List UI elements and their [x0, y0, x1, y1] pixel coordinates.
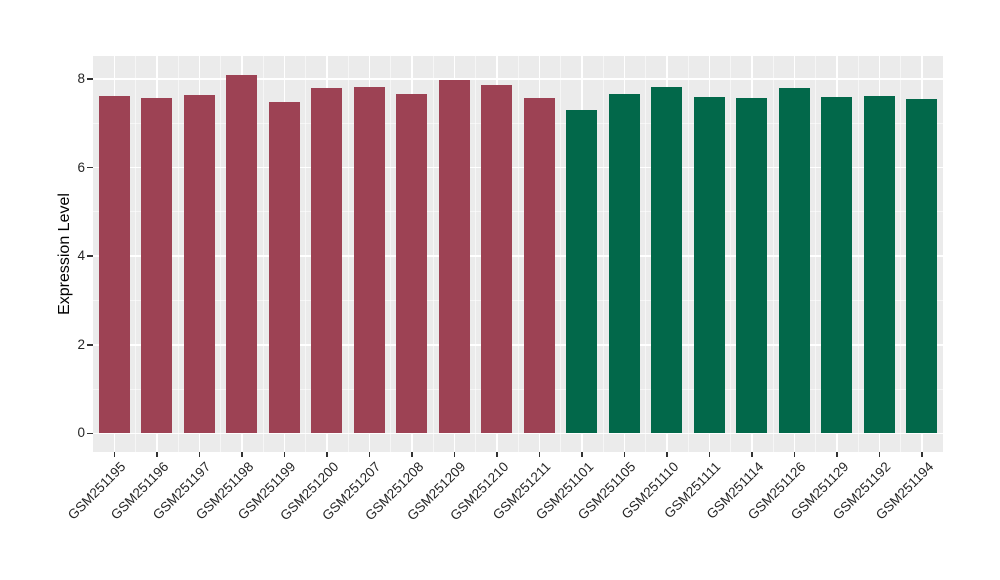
y-tick-label: 2 [77, 336, 85, 352]
x-tick-mark [241, 452, 243, 457]
x-tick-mark [793, 452, 795, 457]
plot-panel [93, 56, 943, 452]
bar-GSM251200 [311, 88, 343, 434]
gridline-minor-v [687, 56, 689, 452]
bar-GSM251199 [268, 102, 300, 434]
x-tick-mark [623, 452, 625, 457]
gridline-minor-v [220, 56, 221, 452]
gridline-minor-v [602, 56, 604, 452]
gridline-minor-v [347, 56, 349, 452]
y-tick-label: 8 [77, 71, 85, 87]
x-tick-mark [538, 452, 540, 457]
y-tick-mark [87, 166, 93, 169]
bar-GSM251209 [438, 79, 470, 434]
bar-GSM251105 [608, 94, 640, 434]
x-tick-mark [581, 452, 583, 457]
gridline-minor-v [730, 56, 731, 452]
bar-GSM251101 [566, 109, 598, 434]
x-tick-mark [113, 452, 115, 457]
bar-GSM251196 [141, 97, 173, 434]
y-tick-mark [87, 255, 93, 257]
gridline-minor-v [177, 56, 179, 452]
gridline-minor-v [262, 56, 264, 452]
y-tick-label: 0 [77, 425, 85, 441]
x-tick-mark [708, 452, 710, 457]
bar-GSM251208 [396, 94, 428, 434]
y-tick-label: 4 [77, 248, 85, 264]
y-tick-label: 6 [77, 159, 85, 175]
gridline-minor-v [135, 56, 136, 452]
x-tick-mark [283, 452, 285, 457]
bar-GSM251210 [481, 84, 513, 434]
gridline-minor-v [390, 56, 391, 452]
x-tick-mark [836, 452, 838, 457]
x-tick-mark [751, 452, 753, 457]
gridline-minor-v [432, 56, 434, 452]
bar-GSM251198 [226, 75, 258, 434]
bar-GSM251126 [778, 87, 810, 434]
bar-GSM251111 [693, 96, 725, 434]
x-tick-mark [453, 452, 455, 457]
gridline-minor-v [305, 56, 306, 452]
x-tick-mark [666, 452, 668, 457]
bar-GSM251110 [651, 87, 683, 434]
gridline-minor-v [475, 56, 476, 452]
x-tick-mark [368, 452, 370, 457]
bar-GSM251195 [98, 96, 130, 434]
x-tick-mark [496, 452, 498, 457]
x-tick-mark [156, 452, 158, 457]
bar-GSM251129 [821, 97, 853, 434]
y-tick-mark [87, 432, 93, 435]
gridline-minor-v [645, 56, 646, 452]
gridline-minor-v [815, 56, 816, 452]
gridline-minor-v [517, 56, 519, 452]
gridline-minor-v [857, 56, 859, 452]
x-tick-mark [198, 452, 200, 457]
bar-GSM251194 [906, 98, 938, 434]
y-tick-mark [87, 344, 93, 346]
x-tick-mark [411, 452, 413, 457]
bar-GSM251114 [736, 97, 768, 434]
bar-GSM251211 [523, 97, 555, 434]
bar-GSM251197 [183, 94, 215, 434]
gridline-minor-v [772, 56, 774, 452]
bar-GSM251192 [863, 96, 895, 434]
x-tick-mark [878, 452, 880, 457]
gridline-minor-v [560, 56, 561, 452]
y-tick-mark [87, 78, 93, 80]
bar-GSM251207 [353, 87, 385, 434]
gridline-minor-v [900, 56, 901, 452]
x-tick-mark [921, 452, 923, 457]
x-tick-mark [326, 452, 328, 457]
